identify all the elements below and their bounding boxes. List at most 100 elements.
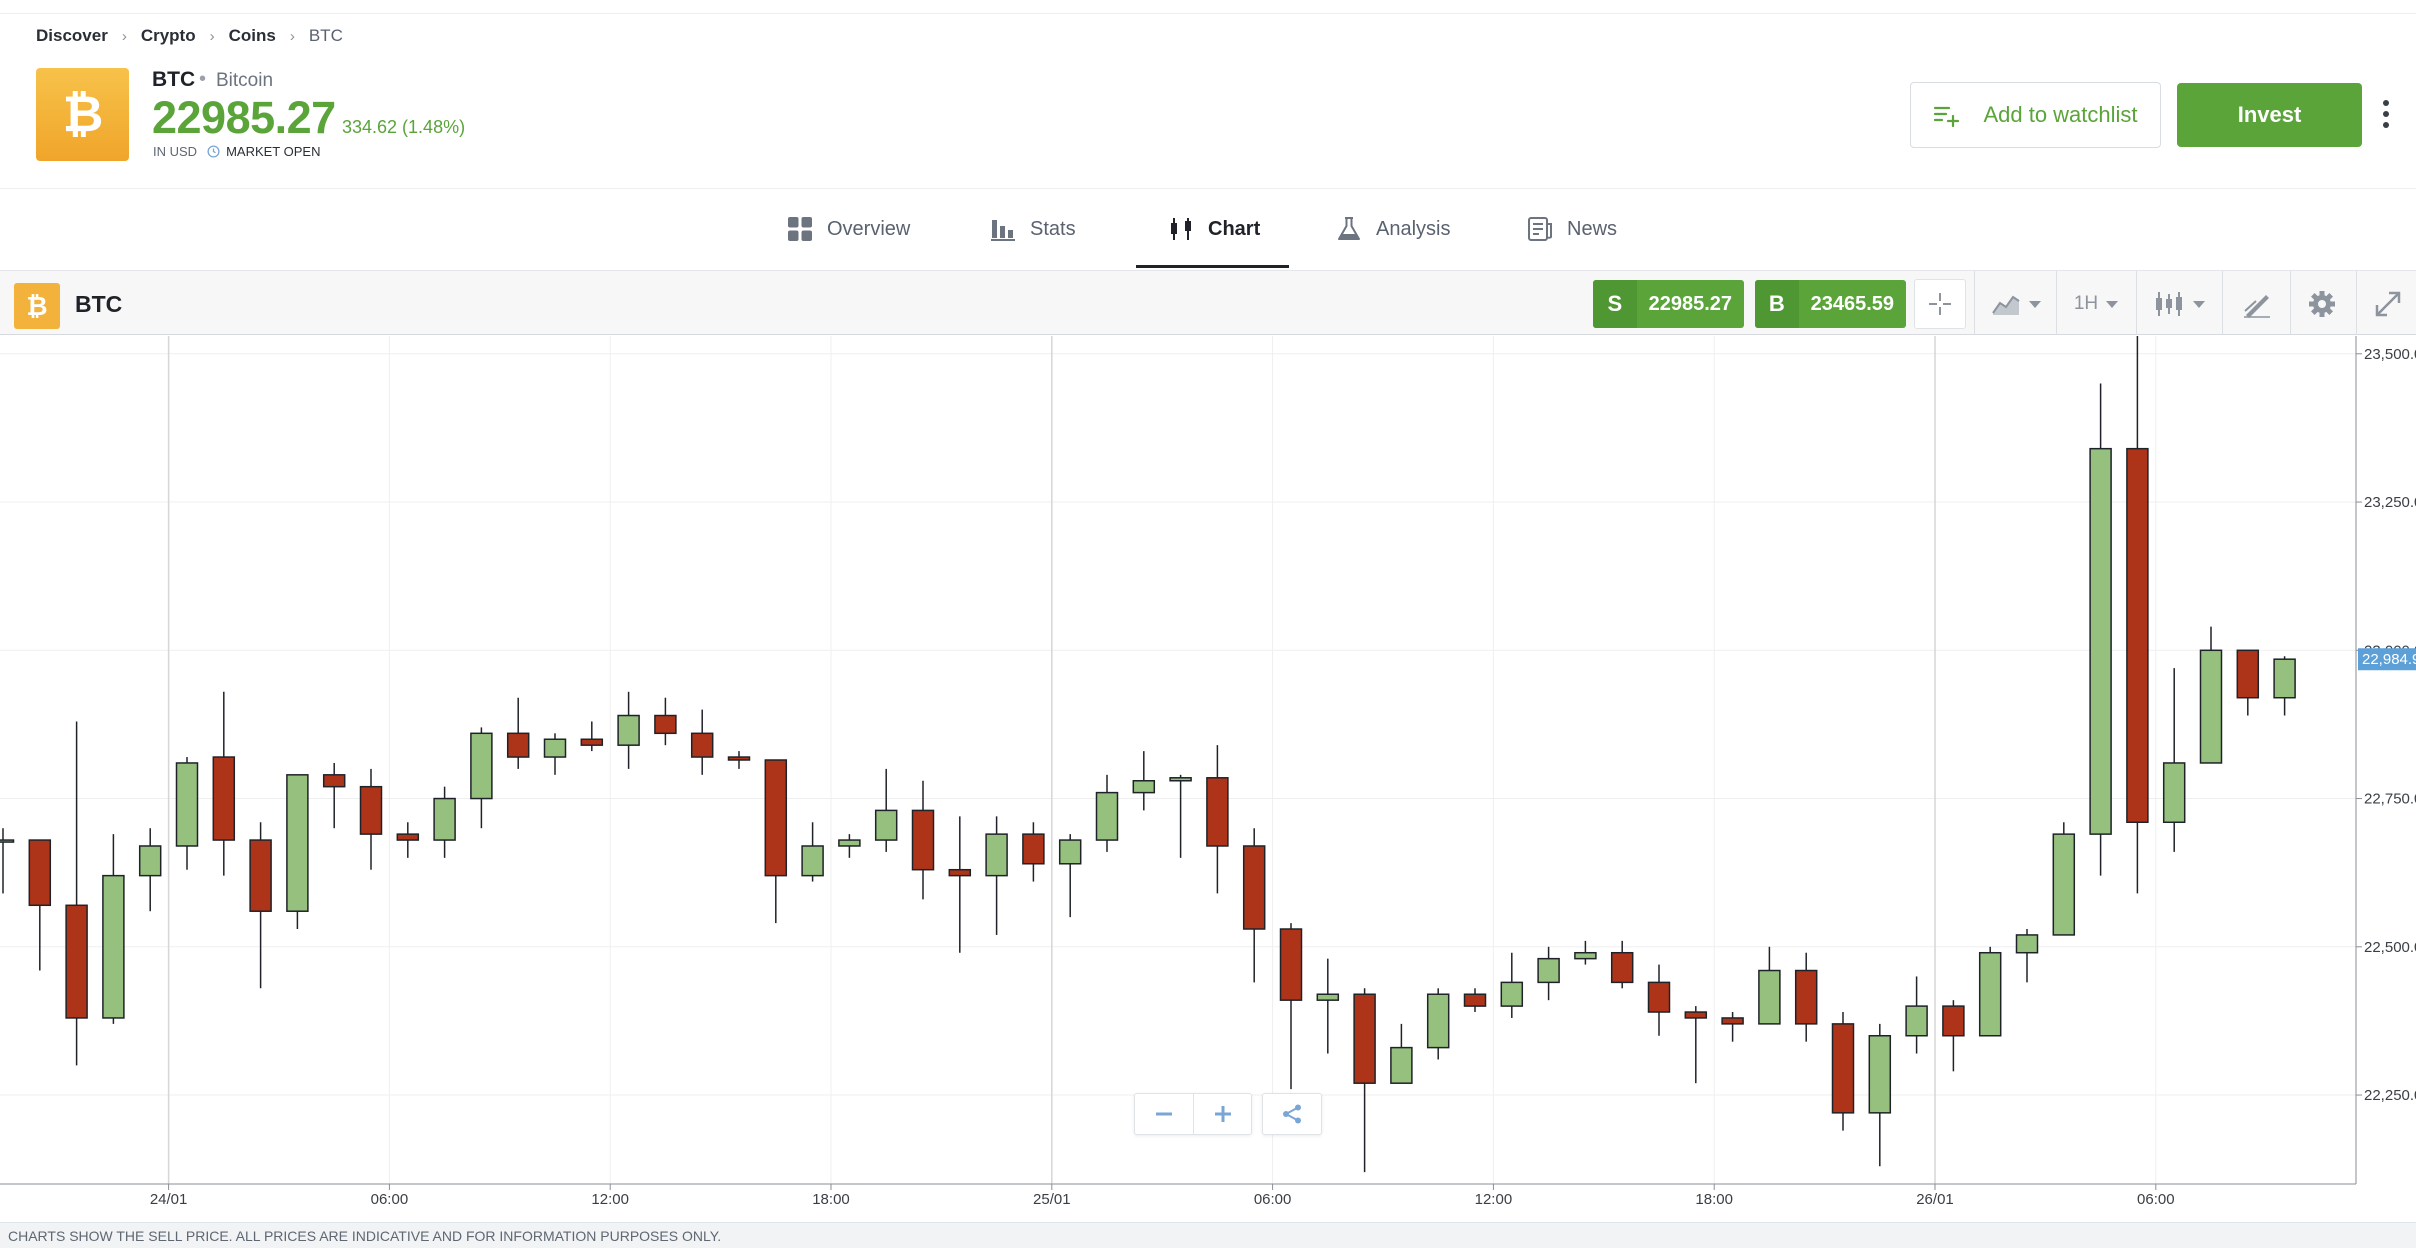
breadcrumb-coins[interactable]: Coins <box>228 26 276 45</box>
header-divider <box>0 188 2416 189</box>
tab-chart[interactable]: Chart <box>1168 189 1260 269</box>
candle-body <box>2089 447 2112 835</box>
sell-tag: S <box>1593 280 1637 328</box>
tab-analysis[interactable]: Analysis <box>1336 189 1450 269</box>
crosshair-button[interactable] <box>1914 279 1966 329</box>
candle-body <box>985 833 1008 877</box>
candle-body <box>2199 649 2223 764</box>
breadcrumb-current: BTC <box>308 26 343 45</box>
y-axis-label: 22,750.0 <box>2364 791 2416 808</box>
candle-body <box>65 904 88 1019</box>
zoom-group <box>1134 1093 1252 1135</box>
draw-tool-button[interactable] <box>2232 279 2282 329</box>
chart-disclaimer: CHARTS SHOW THE SELL PRICE. ALL PRICES A… <box>0 1222 2416 1248</box>
candle-body <box>1574 951 1597 960</box>
candle-body <box>212 756 236 841</box>
candle-body <box>1537 957 1560 984</box>
candle-body <box>1684 1011 1708 1019</box>
candle-body <box>359 785 383 835</box>
zoom-out-button[interactable] <box>1135 1094 1193 1134</box>
sell-button[interactable]: S 22985.27 <box>1593 280 1744 328</box>
tab-chart-label: Chart <box>1208 217 1261 240</box>
x-axis-label: 06:00 <box>2137 1191 2175 1208</box>
share-button[interactable] <box>1263 1094 1321 1134</box>
candle-body <box>286 774 309 912</box>
area-chart-icon <box>1992 295 2020 315</box>
stats-bars-icon <box>991 220 1015 241</box>
candlestick-chart[interactable]: 23,500.023,250.023,000.022,750.022,500.0… <box>0 336 2416 1222</box>
minus-icon <box>1156 1112 1172 1116</box>
caret-down-icon <box>2106 300 2119 308</box>
candle-body <box>2162 762 2186 824</box>
add-to-watchlist-button[interactable]: Add to watchlist <box>1910 82 2161 148</box>
candle-body <box>727 756 751 761</box>
y-axis-label: 22,500.0 <box>2364 939 2416 956</box>
caret-down-icon <box>2193 300 2205 308</box>
candle-style-dropdown[interactable] <box>2144 279 2214 329</box>
candle-body <box>322 774 346 788</box>
candlestick-icon <box>2156 292 2182 316</box>
candle-body <box>543 738 567 758</box>
separator-dot: • <box>199 68 207 90</box>
market-status: MARKET OPEN <box>226 143 321 159</box>
x-axis-label: 06:00 <box>1254 1191 1292 1208</box>
chart-toolbar: ₿ BTC S 22985.27 B 23465.59 1H <box>0 270 2416 335</box>
candle-body <box>1500 981 1524 1007</box>
candle-body <box>2052 833 2076 936</box>
chevron-right-icon: › <box>209 27 215 45</box>
plus-icon <box>1214 1106 1231 1122</box>
candle-body <box>506 732 530 758</box>
price-chart[interactable]: 23,500.023,250.023,000.022,750.022,500.0… <box>0 336 2416 1222</box>
candle-body <box>617 714 640 746</box>
candle-body <box>1353 993 1376 1084</box>
price-change: 334.62 (1.48%) <box>342 117 466 137</box>
candle-body <box>1905 1005 1928 1037</box>
buy-button[interactable]: B 23465.59 <box>1755 280 1906 328</box>
tab-stats[interactable]: Stats <box>990 189 1076 269</box>
tab-analysis-label: Analysis <box>1376 217 1451 240</box>
active-tab-indicator <box>1136 265 1289 268</box>
toolbar-divider <box>2136 271 2137 335</box>
gear-icon <box>2309 291 2335 317</box>
settings-button[interactable] <box>2298 279 2346 329</box>
tab-overview-label: Overview <box>827 217 911 240</box>
candle-body <box>1721 1017 1744 1025</box>
toolbar-divider <box>2290 271 2291 335</box>
sell-price: 22985.27 <box>1648 292 1732 315</box>
more-options-icon[interactable] <box>2380 98 2392 130</box>
asset-name: Bitcoin <box>216 70 274 91</box>
zoom-in-button[interactable] <box>1193 1094 1251 1134</box>
fullscreen-button[interactable] <box>2364 279 2412 329</box>
candle-body <box>1242 845 1266 930</box>
watchlist-label: Add to watchlist <box>1983 102 2138 127</box>
zoom-controls <box>1134 1093 1322 1135</box>
bitcoin-logo-icon: ₿ <box>62 87 103 142</box>
expand-icon <box>2375 291 2401 317</box>
crosshair-icon <box>1929 293 1951 315</box>
candle-body <box>1316 993 1340 1001</box>
tab-overview[interactable]: Overview <box>787 189 910 269</box>
candle-body <box>911 809 935 871</box>
candle-body <box>102 874 125 1019</box>
asset-ticker: BTC <box>152 68 196 91</box>
invest-button[interactable]: Invest <box>2177 83 2362 147</box>
caret-down-icon <box>2029 300 2041 308</box>
candle-body <box>654 714 677 735</box>
clock-icon <box>207 144 220 158</box>
chart-type-dropdown[interactable] <box>1984 279 2048 329</box>
breadcrumb-discover[interactable]: Discover <box>36 26 108 45</box>
interval-dropdown[interactable]: 1H <box>2064 279 2128 329</box>
share-icon <box>1283 1104 1301 1124</box>
breadcrumb-crypto[interactable]: Crypto <box>140 26 196 45</box>
toolbar-divider <box>2222 271 2223 335</box>
candle-body <box>175 762 199 847</box>
currency-label: IN USD <box>153 143 198 159</box>
candle-body <box>0 839 15 843</box>
pencil-draw-icon <box>2244 295 2270 318</box>
buy-tag: B <box>1755 280 1799 328</box>
tab-news[interactable]: News <box>1527 189 1617 269</box>
last-price-marker <box>2358 648 2416 671</box>
candle-body <box>1279 928 1303 1001</box>
toolbar-divider <box>2056 271 2057 335</box>
candle-body <box>1095 791 1119 841</box>
